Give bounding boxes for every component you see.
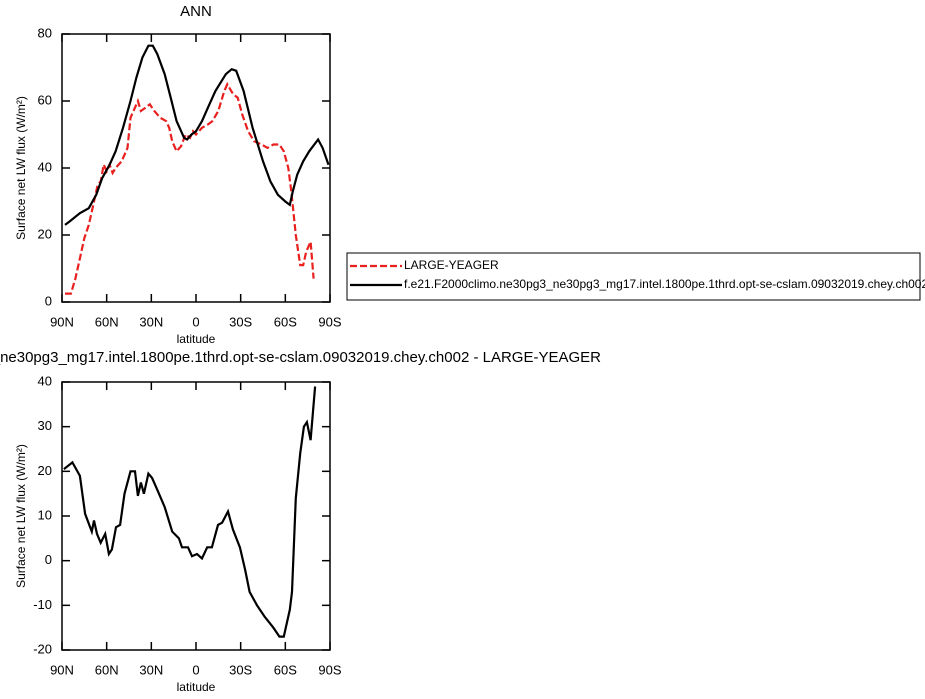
- x-axis-label: latitude: [177, 680, 216, 694]
- x-tick-label: 90N: [50, 314, 74, 329]
- y-tick-label: 80: [38, 25, 52, 40]
- data-line: [63, 386, 317, 638]
- y-tick-label: 0: [45, 552, 52, 567]
- x-axis-label: latitude: [177, 332, 216, 346]
- x-tick-label: 60S: [274, 662, 297, 677]
- x-tick-label: 30N: [139, 314, 163, 329]
- x-tick-label: 60N: [95, 662, 119, 677]
- y-tick-label: -10: [33, 597, 52, 612]
- x-tick-label: 90S: [318, 314, 341, 329]
- x-tick-label: 30S: [229, 662, 252, 677]
- y-tick-label: 20: [38, 463, 52, 478]
- chart-title: f.e21.F2000climo.ne30pg3_ne30pg3_mg17.in…: [0, 349, 601, 366]
- x-tick-label: 0: [192, 314, 199, 329]
- x-tick-label: 0: [192, 662, 199, 677]
- y-tick-label: -20: [33, 641, 52, 656]
- x-tick-label: 60S: [274, 314, 297, 329]
- legend-box: [346, 252, 921, 301]
- y-tick-label: 20: [38, 226, 52, 241]
- plot-frame: [61, 33, 331, 303]
- legend-label: LARGE-YEAGER: [404, 258, 499, 272]
- y-tick-label: 30: [38, 418, 52, 433]
- y-axis-label: Surface net LW flux (W/m²): [14, 444, 28, 588]
- y-axis-label: Surface net LW flux (W/m²): [14, 96, 28, 240]
- x-tick-label: 60N: [95, 314, 119, 329]
- legend-label: f.e21.F2000climo.ne30pg3_ne30pg3_mg17.in…: [404, 277, 925, 291]
- plot-frame: [61, 381, 331, 651]
- x-tick-label: 30N: [139, 662, 163, 677]
- data-line: [64, 44, 330, 226]
- chart-title: ANN: [180, 3, 212, 20]
- x-tick-label: 90N: [50, 662, 74, 677]
- y-tick-label: 10: [38, 507, 52, 522]
- x-tick-label: 30S: [229, 314, 252, 329]
- y-tick-label: 60: [38, 92, 52, 107]
- y-tick-label: 40: [38, 373, 52, 388]
- x-tick-label: 90S: [318, 662, 341, 677]
- y-tick-label: 0: [45, 293, 52, 308]
- data-line: [65, 81, 315, 295]
- y-tick-label: 40: [38, 159, 52, 174]
